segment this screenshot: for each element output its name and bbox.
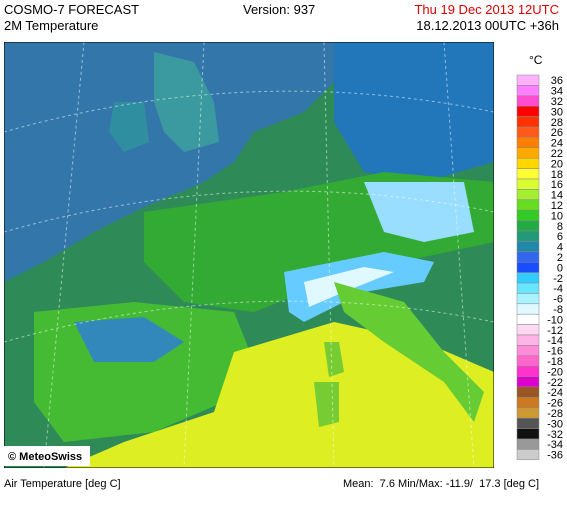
iberia-high — [74, 317, 184, 362]
map: © MeteoSwiss — [4, 42, 494, 468]
atlantic — [4, 42, 334, 282]
legend-label: -32 — [547, 429, 563, 441]
mediterranean — [64, 322, 494, 468]
product: COSMO-7 FORECAST — [4, 2, 140, 17]
legend-swatch — [516, 293, 540, 305]
legend-label: -2 — [553, 273, 563, 285]
legend-label: -12 — [547, 325, 563, 337]
legend-swatch — [516, 220, 540, 232]
legend-swatch — [516, 95, 540, 107]
legend-swatch — [516, 230, 540, 242]
islands — [314, 342, 344, 427]
valid-time: Thu 19 Dec 2013 12UTC — [414, 2, 559, 17]
field: 2M Temperature — [4, 18, 99, 33]
north-east — [334, 42, 494, 182]
legend-label: -34 — [547, 439, 563, 451]
legend-swatch — [516, 282, 540, 294]
legend-swatch — [516, 168, 540, 180]
legend-label: 28 — [551, 117, 563, 129]
legend-swatch — [516, 209, 540, 221]
legend-label: 4 — [557, 242, 563, 254]
legend-label: -22 — [547, 377, 563, 389]
legend-label: 6 — [557, 231, 563, 243]
italy — [334, 282, 484, 422]
legend-swatch — [516, 137, 540, 149]
legend-swatch — [516, 199, 540, 211]
legend-label: -20 — [547, 366, 563, 378]
legend-label: -36 — [547, 450, 563, 462]
legend-label: -26 — [547, 398, 563, 410]
version: Version: 937 — [243, 2, 316, 17]
legend-swatch — [516, 365, 540, 377]
legend-swatch — [516, 105, 540, 117]
legend-label: 22 — [551, 148, 563, 160]
legend-swatch — [516, 261, 540, 273]
legend-swatch — [516, 116, 540, 128]
graticule — [4, 42, 494, 468]
legend-swatch — [516, 449, 540, 461]
legend-swatch — [516, 417, 540, 429]
legend-swatch — [516, 376, 540, 388]
legend-swatch — [516, 251, 540, 263]
credit-box — [4, 446, 90, 466]
legend-swatch — [516, 189, 540, 201]
legend-swatch — [516, 147, 540, 159]
legend-label: -28 — [547, 408, 563, 420]
legend-label: -10 — [547, 314, 563, 326]
legend-swatch — [516, 313, 540, 325]
legend-label: 18 — [551, 169, 563, 181]
alps — [284, 252, 434, 322]
legend-label: -24 — [547, 387, 563, 399]
footer-stats: Mean: 7.6 Min/Max: -11.9/ 17.3 [deg C] — [343, 478, 540, 490]
credit: © MeteoSwiss — [8, 451, 82, 463]
legend-swatch — [516, 303, 540, 315]
legend-label: -6 — [553, 294, 563, 306]
run-time: 18.12.2013 00UTC +36h — [416, 18, 559, 33]
legend-label: -8 — [553, 304, 563, 316]
legend-swatch — [516, 178, 540, 190]
legend-label: 2 — [557, 252, 563, 264]
legend-label: -18 — [547, 356, 563, 368]
legend-swatch — [516, 386, 540, 398]
legend-swatch — [516, 355, 540, 367]
legend-label: 26 — [551, 127, 563, 139]
legend-unit: °C — [529, 53, 543, 67]
legend: °C 363432302826242220181614121086420-2-4… — [516, 53, 563, 462]
legend-swatch — [516, 126, 540, 138]
legend-swatch — [516, 334, 540, 346]
legend-label: -4 — [553, 283, 563, 295]
legend-swatch — [516, 85, 540, 97]
legend-label: 0 — [557, 262, 563, 274]
britain — [154, 52, 219, 152]
legend-swatch — [516, 324, 540, 336]
legend-swatch — [516, 407, 540, 419]
legend-label: 32 — [551, 96, 563, 108]
legend-swatch — [516, 345, 540, 357]
legend-swatch — [516, 438, 540, 450]
snow-east — [364, 182, 474, 242]
legend-swatch — [516, 157, 540, 169]
legend-label: -16 — [547, 346, 563, 358]
legend-label: 12 — [551, 200, 563, 212]
legend-label: 16 — [551, 179, 563, 191]
legend-label: 20 — [551, 158, 563, 170]
legend-label: 8 — [557, 221, 563, 233]
legend-label: 24 — [551, 138, 563, 150]
ireland — [109, 102, 149, 152]
legend-label: 14 — [551, 190, 563, 202]
legend-swatch — [516, 74, 540, 86]
legend-swatch — [516, 428, 540, 440]
legend-label: 10 — [551, 210, 563, 222]
legend-swatch — [516, 272, 540, 284]
legend-swatch — [516, 397, 540, 409]
legend-swatch — [516, 241, 540, 253]
legend-label: 36 — [551, 75, 563, 87]
legend-label: 30 — [551, 106, 563, 118]
legend-label: -14 — [547, 335, 563, 347]
legend-label: -30 — [547, 418, 563, 430]
footer-variable: Air Temperature [deg C] — [4, 478, 121, 490]
legend-label: 34 — [551, 86, 563, 98]
